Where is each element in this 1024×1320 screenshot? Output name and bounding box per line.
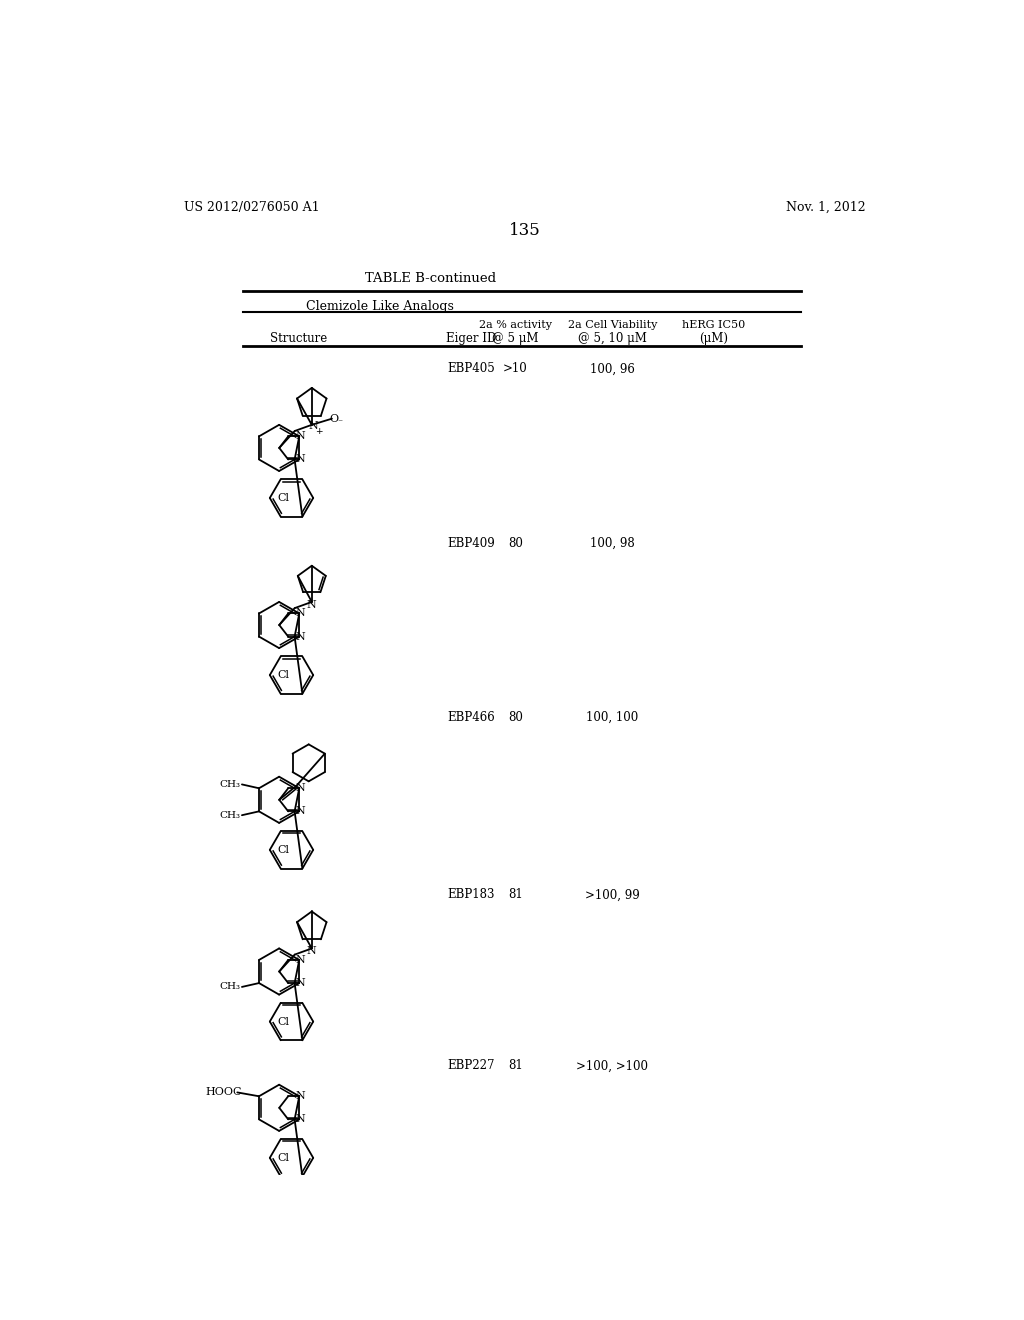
Text: Nov. 1, 2012: Nov. 1, 2012 [786, 201, 866, 214]
Text: >10: >10 [503, 363, 528, 375]
Text: 2a % activity: 2a % activity [479, 321, 552, 330]
Text: EBP405: EBP405 [447, 363, 496, 375]
Text: CH₃: CH₃ [219, 780, 241, 789]
Text: EBP409: EBP409 [447, 537, 496, 550]
Text: US 2012/0276050 A1: US 2012/0276050 A1 [183, 201, 319, 214]
Text: TABLE B-continued: TABLE B-continued [365, 272, 496, 285]
Text: Cl: Cl [278, 671, 290, 680]
Text: Eiger ID: Eiger ID [446, 333, 497, 346]
Text: Cl: Cl [278, 1152, 290, 1163]
Text: O: O [330, 413, 339, 424]
Text: N: N [307, 946, 316, 957]
Text: @ 5, 10 μM: @ 5, 10 μM [578, 333, 647, 346]
Text: ⁻: ⁻ [337, 418, 342, 428]
Text: 80: 80 [508, 537, 523, 550]
Text: EBP227: EBP227 [447, 1059, 495, 1072]
Text: 81: 81 [508, 1059, 523, 1072]
Text: Cl: Cl [278, 845, 290, 855]
Text: (μM): (μM) [698, 333, 728, 346]
Text: HOOC: HOOC [205, 1088, 242, 1097]
Text: N: N [296, 609, 306, 619]
Text: 81: 81 [508, 888, 523, 902]
Text: 135: 135 [509, 222, 541, 239]
Text: >100, 99: >100, 99 [585, 888, 640, 902]
Text: Clemizole Like Analogs: Clemizole Like Analogs [306, 300, 454, 313]
Text: 2a Cell Viability: 2a Cell Viability [567, 321, 657, 330]
Text: N: N [307, 601, 316, 610]
Text: Structure: Structure [270, 333, 327, 346]
Text: N: N [296, 631, 306, 642]
Text: CH₃: CH₃ [219, 810, 241, 820]
Text: @ 5 μM: @ 5 μM [493, 333, 539, 346]
Text: Cl: Cl [278, 1016, 290, 1027]
Text: N: N [296, 1114, 306, 1125]
Text: 100, 100: 100, 100 [587, 711, 639, 725]
Text: N: N [308, 421, 318, 432]
Text: 100, 96: 100, 96 [590, 363, 635, 375]
Text: N: N [296, 783, 306, 793]
Text: EBP466: EBP466 [447, 711, 496, 725]
Text: 100, 98: 100, 98 [590, 537, 635, 550]
Text: Cl: Cl [278, 492, 290, 503]
Text: +: + [315, 428, 323, 436]
Text: N: N [296, 1092, 306, 1101]
Text: hERG IC50: hERG IC50 [682, 321, 744, 330]
Text: N: N [296, 432, 306, 441]
Text: N: N [296, 807, 306, 816]
Text: 80: 80 [508, 711, 523, 725]
Text: CH₃: CH₃ [219, 982, 241, 991]
Text: EBP183: EBP183 [447, 888, 495, 902]
Text: N: N [296, 978, 306, 989]
Text: >100, >100: >100, >100 [577, 1059, 648, 1072]
Text: N: N [296, 954, 306, 965]
Text: N: N [296, 454, 306, 465]
